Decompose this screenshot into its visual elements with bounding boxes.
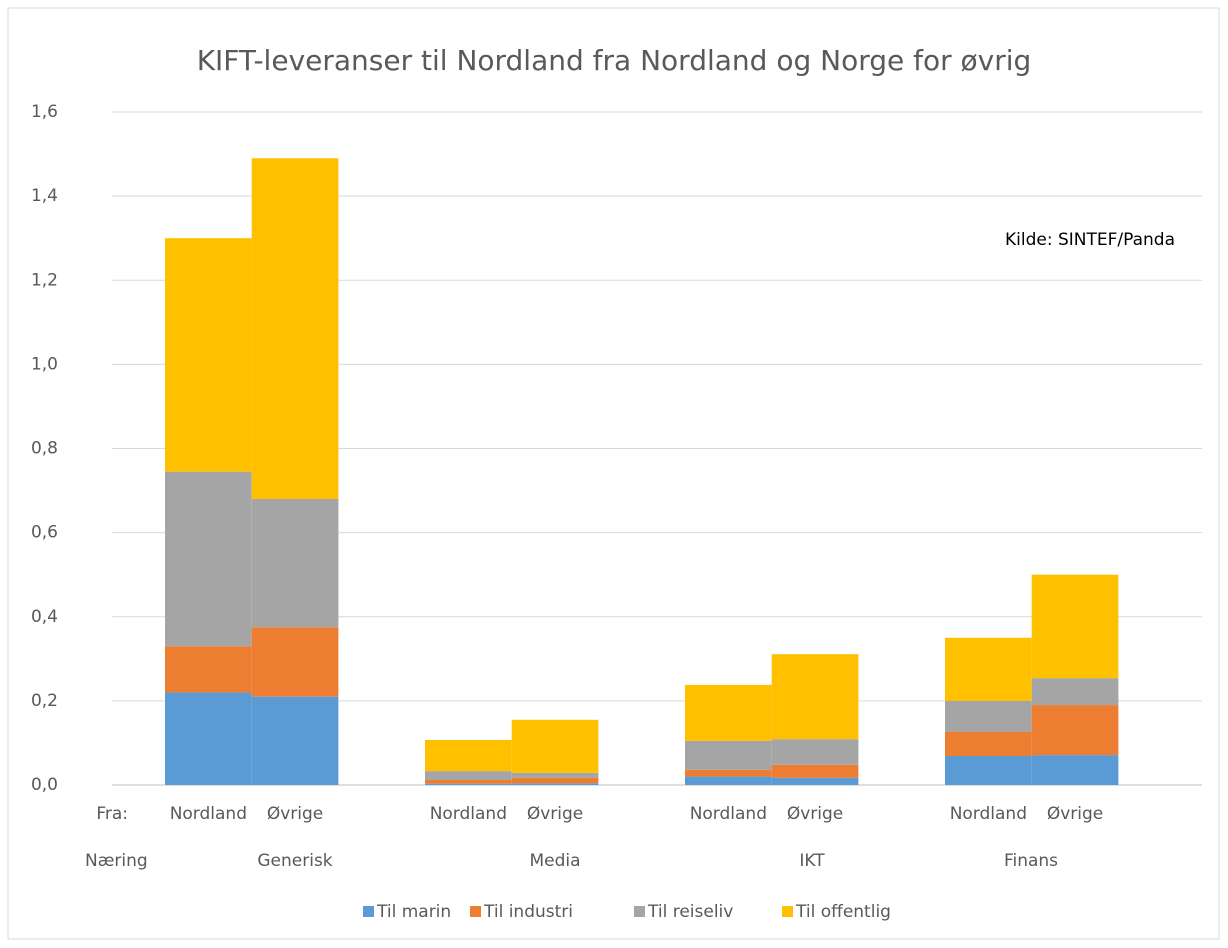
bar-segment	[685, 769, 772, 777]
y-tick-label: 1,6	[31, 102, 58, 122]
group-label: IKT	[799, 851, 825, 871]
y-tick-label: 1,2	[31, 270, 58, 290]
legend-label: Til industri	[483, 902, 573, 922]
legend-label: Til reiseliv	[647, 902, 733, 922]
legend-swatch	[782, 906, 793, 917]
legend-swatch	[363, 906, 374, 917]
legend-swatch	[634, 906, 645, 917]
bar-segment	[511, 772, 599, 778]
y-tick-label: 0,2	[31, 691, 58, 711]
y-tick-label: 1,4	[31, 186, 58, 206]
x-tick-label: Nordland	[690, 804, 767, 824]
legend-label: Til offentlig	[795, 902, 891, 922]
y-tick-label: 0,6	[31, 523, 58, 543]
bar-segment	[165, 646, 252, 693]
bar-segment	[251, 498, 339, 628]
y-tick-label: 0,8	[31, 439, 58, 459]
bar-segment	[511, 777, 599, 784]
bar-segment	[771, 764, 859, 778]
x-tick-label: Nordland	[950, 804, 1027, 824]
bar-segment	[425, 779, 512, 784]
bar-segment	[771, 777, 859, 785]
bar-segment	[251, 627, 339, 697]
group-label: Finans	[1004, 851, 1058, 871]
legend-label: Til marin	[376, 902, 451, 922]
bar-segment	[945, 637, 1032, 701]
bar-segment	[685, 740, 772, 770]
bar-segment	[165, 238, 252, 472]
bar-segment	[1031, 678, 1119, 706]
bar-segment	[251, 696, 339, 785]
chart-title: KIFT-leveranser til Nordland fra Nordlan…	[197, 44, 1032, 77]
bar-segment	[771, 654, 859, 740]
axis-level-label: Næring	[85, 851, 148, 871]
bar-segment	[425, 783, 512, 785]
x-tick-label: Øvrige	[267, 804, 323, 824]
x-tick-label: Øvrige	[1047, 804, 1103, 824]
bar-segment	[685, 776, 772, 785]
x-tick-label: Øvrige	[787, 804, 843, 824]
x-tick-label: Nordland	[170, 804, 247, 824]
axis-level-label: Fra:	[96, 804, 128, 824]
group-label: Media	[529, 851, 580, 871]
bar-segment	[165, 692, 252, 785]
y-tick-label: 1,0	[31, 354, 58, 374]
legend-swatch	[470, 906, 481, 917]
bar-segment	[945, 755, 1032, 785]
bar-segment	[1031, 705, 1119, 756]
bar-segment	[425, 739, 512, 772]
source-annotation: Kilde: SINTEF/Panda	[1005, 230, 1175, 250]
bar-segment	[1031, 574, 1119, 679]
bar-segment	[945, 700, 1032, 733]
bar-segment	[165, 471, 252, 647]
bar-segment	[425, 771, 512, 780]
group-label: Generisk	[257, 851, 332, 871]
bar-segment	[251, 158, 339, 499]
bar-segment	[511, 719, 599, 773]
bar-segment	[945, 732, 1032, 756]
y-tick-label: 0,4	[31, 607, 58, 627]
bar-segment	[771, 739, 859, 765]
y-tick-label: 0,0	[31, 775, 58, 795]
x-tick-label: Nordland	[430, 804, 507, 824]
bar-segment	[685, 684, 772, 741]
bar-segment	[511, 783, 599, 785]
x-tick-label: Øvrige	[527, 804, 583, 824]
bar-segment	[1031, 755, 1119, 785]
